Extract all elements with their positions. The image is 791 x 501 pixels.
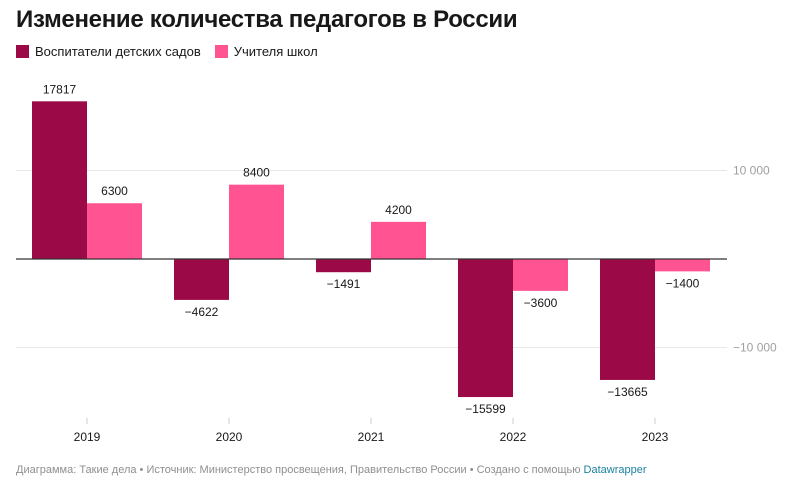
data-label: −3600	[524, 296, 558, 310]
data-label: 8400	[243, 166, 270, 180]
legend-swatch-series-1	[214, 45, 228, 58]
chart-title: Изменение количества педагогов в России	[16, 6, 518, 33]
bar	[371, 221, 426, 259]
data-label: 4200	[385, 203, 412, 217]
x-tick-label: 2020	[216, 430, 243, 444]
data-label: −1491	[327, 277, 361, 291]
x-tick-label: 2022	[500, 430, 527, 444]
bar	[458, 259, 513, 398]
bar	[316, 259, 371, 273]
bar	[87, 203, 142, 259]
datawrapper-link[interactable]: Datawrapper	[583, 464, 647, 476]
data-label: −4622	[185, 305, 219, 319]
chart-footer: Диаграмма: Такие дела • Источник: Минист…	[16, 464, 647, 476]
data-label: 6300	[101, 184, 128, 198]
legend: Воспитатели детских садов Учителя школ	[16, 44, 332, 59]
bar	[655, 259, 710, 272]
data-label: 17817	[43, 82, 77, 96]
y-tick-label: −10 000	[733, 341, 777, 355]
bar	[229, 184, 284, 259]
legend-swatch-series-0	[16, 45, 29, 58]
legend-label-series-0: Воспитатели детских садов	[35, 44, 201, 59]
data-label: −15599	[465, 402, 506, 416]
x-tick-label: 2023	[642, 430, 669, 444]
data-label: −13665	[607, 385, 648, 399]
x-tick-label: 2021	[358, 430, 385, 444]
bar	[513, 259, 568, 291]
footer-text: Диаграмма: Такие дела • Источник: Минист…	[16, 464, 581, 476]
legend-label-series-1: Учителя школ	[233, 44, 318, 59]
legend-item-series-1: Учителя школ	[214, 44, 318, 59]
y-tick-label: 10 000	[733, 164, 770, 178]
data-label: −1400	[666, 276, 700, 290]
bar	[174, 259, 229, 300]
legend-item-series-0: Воспитатели детских садов	[16, 44, 201, 59]
bar	[600, 259, 655, 380]
x-tick-label: 2019	[74, 430, 101, 444]
bar	[32, 101, 87, 259]
